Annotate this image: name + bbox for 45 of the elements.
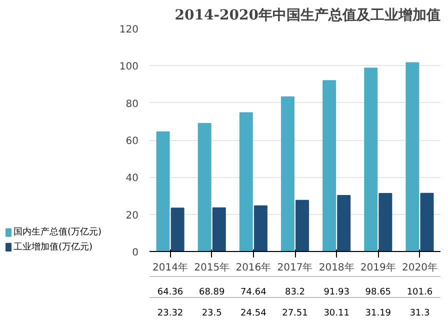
data-label: 98.65 — [365, 288, 392, 298]
bar — [296, 200, 310, 252]
data-label: 23.5 — [202, 308, 222, 318]
bar — [378, 193, 392, 252]
x-tick-label: 2017年 — [277, 262, 313, 274]
data-label: 74.64 — [240, 288, 267, 298]
data-label: 24.54 — [240, 308, 267, 318]
bar — [239, 112, 253, 252]
data-label: 91.93 — [324, 288, 350, 298]
bar — [198, 122, 212, 252]
bar — [337, 195, 351, 252]
bar — [170, 208, 184, 252]
x-tick-label: 2016年 — [236, 262, 272, 274]
y-tick-label: 0 — [132, 248, 139, 258]
x-tick-label: 2015年 — [194, 262, 230, 274]
bar — [406, 62, 420, 252]
y-tick-label: 20 — [126, 210, 139, 222]
data-label: 101.6 — [406, 288, 433, 298]
bar — [280, 96, 294, 252]
data-label: 83.2 — [284, 288, 306, 298]
data-label: 31.3 — [410, 308, 430, 318]
chart-title: 2014-2020年中国生产总值及工业增加值 — [174, 6, 441, 24]
x-tick-label: 2020年 — [402, 262, 438, 274]
data-label: 64.36 — [157, 288, 184, 298]
bar — [212, 207, 226, 252]
data-label: 31.19 — [365, 308, 392, 318]
y-tick-label: 100 — [119, 62, 139, 73]
y-tick-label: 120 — [119, 24, 139, 36]
x-tick-label: 2014年 — [152, 262, 188, 274]
x-tick-label: 2019年 — [360, 262, 396, 274]
data-label: 27.51 — [282, 308, 308, 318]
x-tick-label: 2018年 — [318, 262, 354, 274]
bar — [420, 192, 434, 252]
bar — [322, 80, 336, 252]
data-label: 30.11 — [324, 308, 350, 318]
y-tick-label: 60 — [126, 136, 139, 147]
data-label: 68.89 — [198, 288, 226, 298]
bar — [254, 205, 268, 252]
data-label: 23.32 — [157, 308, 184, 318]
bar — [156, 131, 170, 252]
legend-label: 工业增加值(万亿元) — [14, 241, 93, 252]
y-tick-label: 40 — [126, 173, 139, 184]
y-tick-label: 80 — [126, 98, 139, 110]
bar — [364, 68, 378, 252]
legend-label: 国内生产总值(万亿元) — [14, 226, 102, 238]
